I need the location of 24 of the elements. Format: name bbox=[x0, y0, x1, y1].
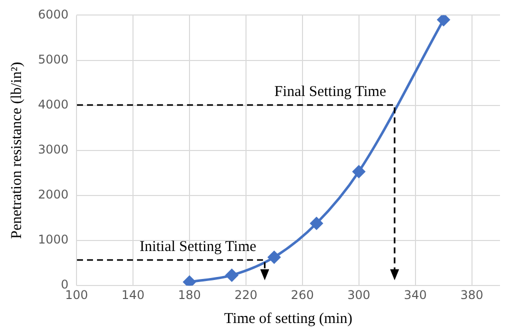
y-axis-title: Penetration resistance (lb/in²) bbox=[8, 62, 25, 239]
point bbox=[352, 165, 366, 178]
x-tick-label: 140 bbox=[122, 288, 144, 302]
point bbox=[226, 268, 238, 282]
x-tick-label: 300 bbox=[347, 288, 370, 302]
x-tick-label: 260 bbox=[290, 288, 314, 302]
x-axis-title: Time of setting (min) bbox=[224, 310, 352, 327]
y-tick-label: 1000 bbox=[38, 232, 69, 247]
annotation: Final Setting Time bbox=[274, 84, 386, 100]
point bbox=[183, 276, 196, 286]
x-tick-label: 220 bbox=[234, 288, 258, 302]
y-tick-label: 2000 bbox=[38, 188, 69, 202]
annotation: Initial Setting Time bbox=[140, 238, 257, 255]
y-tick-label: 3000 bbox=[38, 142, 69, 157]
y-tick-label: 5000 bbox=[38, 52, 69, 66]
point bbox=[268, 250, 280, 264]
y-tick-label: 4000 bbox=[38, 97, 69, 112]
x-tick-label: 340 bbox=[404, 288, 427, 302]
point bbox=[437, 15, 450, 26]
x-tick-label: 380 bbox=[460, 288, 484, 302]
point bbox=[310, 217, 323, 230]
y-tick-label: 6000 bbox=[38, 7, 69, 22]
x-tick-label: 180 bbox=[178, 288, 201, 302]
x-tick-label: 100 bbox=[65, 288, 88, 302]
